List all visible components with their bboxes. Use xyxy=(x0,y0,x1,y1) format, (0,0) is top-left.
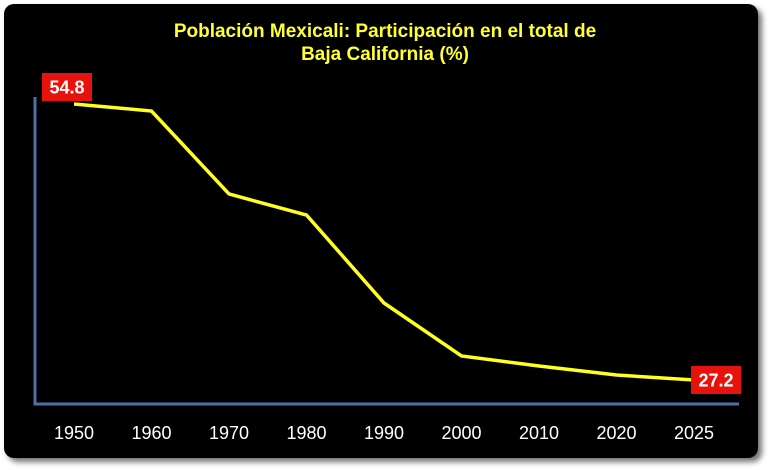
axes xyxy=(33,97,739,406)
chart-background xyxy=(4,4,758,458)
series-line-0 xyxy=(73,102,695,382)
series-layer xyxy=(73,102,695,382)
data-labels: 54.8 27.2 xyxy=(42,73,741,394)
data-label-27.2: 27.2 xyxy=(691,366,741,394)
x-tick-label-1960: 1960 xyxy=(131,423,171,443)
chart-title-line-1: Población Mexicali: Participación en el … xyxy=(173,21,597,42)
x-tick-label-1970: 1970 xyxy=(209,423,249,443)
x-tick-label-2000: 2000 xyxy=(441,423,481,443)
x-tick-label-1980: 1980 xyxy=(286,423,326,443)
data-label-54.8: 54.8 xyxy=(42,73,92,101)
chart-title: Población Mexicali: Participación en el … xyxy=(0,20,770,66)
x-tick-label-2025: 2025 xyxy=(674,423,714,443)
x-tick-label-1950: 1950 xyxy=(54,423,94,443)
x-tick-labels: 1950 1960 1970 1980 1990 2000 2010 2020 2025 xyxy=(54,423,714,443)
x-tick-label-1990: 1990 xyxy=(364,423,404,443)
data-label-box xyxy=(691,366,741,394)
data-label-value: 27.2 xyxy=(698,371,733,391)
data-label-value: 54.8 xyxy=(49,78,84,98)
chart-title-line-2: Baja California (%) xyxy=(301,44,469,65)
x-tick-label-2020: 2020 xyxy=(596,423,636,443)
x-tick-label-2010: 2010 xyxy=(519,423,559,443)
data-label-box xyxy=(42,73,92,101)
